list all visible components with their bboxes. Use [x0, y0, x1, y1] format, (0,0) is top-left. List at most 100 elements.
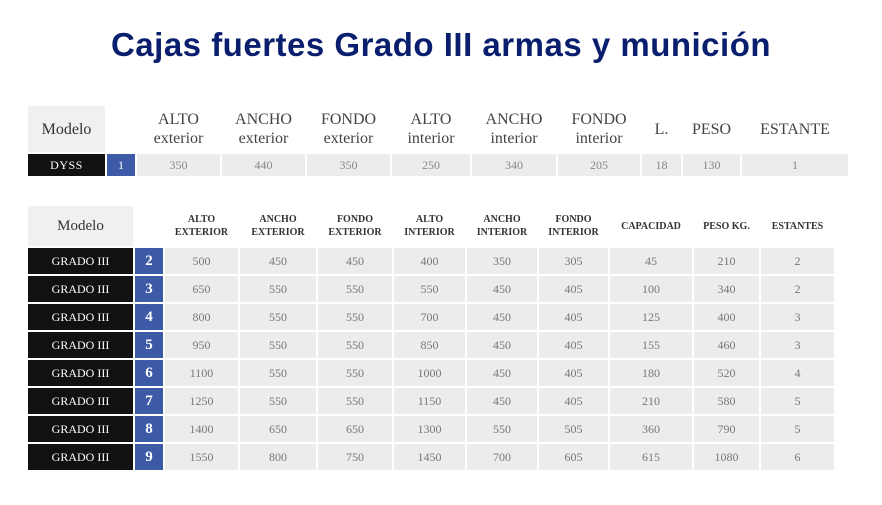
column-header: ANCHO exterior [222, 106, 305, 152]
number-badge: 2 [135, 248, 163, 274]
header-line-2: INTERIOR [404, 227, 455, 238]
column-header: PESO KG. [694, 206, 759, 246]
number-badge: 1 [107, 154, 135, 176]
value-cell: 500 [165, 248, 238, 274]
model-cell: GRADO III [28, 444, 133, 470]
table-row: GRADO III 5 950 550 550 850 450 405 155 460 3 [28, 332, 834, 358]
value-cell: 550 [240, 388, 316, 414]
header-line-1: ALTO [158, 111, 199, 128]
value-cell: 130 [683, 154, 740, 176]
value-cell: 405 [539, 332, 608, 358]
value-cell: 125 [610, 304, 692, 330]
header-line-1: ALTO [410, 111, 452, 128]
value-cell: 850 [394, 332, 465, 358]
number-badge: 3 [135, 276, 163, 302]
model-cell: GRADO III [28, 360, 133, 386]
value-cell: 550 [318, 388, 392, 414]
header-line-1: PESO [691, 120, 732, 138]
value-cell: 405 [539, 388, 608, 414]
number-badge: 7 [135, 388, 163, 414]
table-row: GRADO III 3 650 550 550 550 450 405 100 340 2 [28, 276, 834, 302]
value-cell: 550 [240, 304, 316, 330]
value-cell: 450 [467, 360, 537, 386]
header-line-2: exterior [238, 130, 289, 147]
value-cell: 650 [240, 416, 316, 442]
value-cell: 550 [318, 332, 392, 358]
column-header: ESTANTE [742, 106, 848, 152]
value-cell: 1150 [394, 388, 465, 414]
value-cell: 505 [539, 416, 608, 442]
column-header: FONDO EXTERIOR [318, 206, 392, 246]
column-header: FONDO INTERIOR [539, 206, 608, 246]
header-line-1: Modelo [57, 217, 104, 234]
table-row: GRADO III 2 500 450 450 400 350 305 45 210 2 [28, 248, 834, 274]
column-header: ESTANTES [761, 206, 834, 246]
value-cell: 45 [610, 248, 692, 274]
value-cell: 550 [394, 276, 465, 302]
value-cell: 750 [318, 444, 392, 470]
value-cell: 18 [642, 154, 681, 176]
value-cell: 550 [318, 304, 392, 330]
column-header: ALTO INTERIOR [394, 206, 465, 246]
header-line-2: INTERIOR [476, 227, 528, 238]
model-cell: GRADO III [28, 332, 133, 358]
value-cell: 210 [610, 388, 692, 414]
number-badge: 8 [135, 416, 163, 442]
header-line-1: FONDO [571, 111, 627, 128]
value-cell: 400 [394, 248, 465, 274]
column-header: ALTO EXTERIOR [165, 206, 238, 246]
value-cell: 550 [240, 360, 316, 386]
value-cell: 800 [165, 304, 238, 330]
value-cell: 250 [392, 154, 470, 176]
value-cell: 1550 [165, 444, 238, 470]
value-cell: 605 [539, 444, 608, 470]
value-cell: 1450 [394, 444, 465, 470]
header-line-1: ANCHO [483, 214, 521, 225]
table-row: GRADO III 9 1550 800 750 1450 700 605 615 1080 6 [28, 444, 834, 470]
header-line-1: ANCHO [259, 214, 297, 225]
value-cell: 450 [240, 248, 316, 274]
value-cell: 580 [694, 388, 759, 414]
value-cell: 405 [539, 304, 608, 330]
value-cell: 1000 [394, 360, 465, 386]
value-cell: 405 [539, 360, 608, 386]
value-cell: 1400 [165, 416, 238, 442]
model-cell: GRADO III [28, 248, 133, 274]
header-line-1: FONDO [336, 214, 374, 225]
header-line-1: L. [654, 120, 669, 138]
column-header: ANCHO EXTERIOR [240, 206, 316, 246]
value-cell: 550 [240, 276, 316, 302]
header-line-1: FONDO [555, 214, 592, 225]
value-cell: 2 [761, 276, 834, 302]
header-line-2: exterior [153, 130, 204, 147]
table-row: GRADO III 4 800 550 550 700 450 405 125 400 3 [28, 304, 834, 330]
column-header: FONDO interior [558, 106, 640, 152]
value-cell: 700 [394, 304, 465, 330]
value-cell: 155 [610, 332, 692, 358]
header-line-1: PESO KG. [703, 220, 750, 232]
value-cell: 700 [467, 444, 537, 470]
value-cell: 790 [694, 416, 759, 442]
header-line-2: interior [575, 130, 623, 147]
table-row: GRADO III 6 1100 550 550 1000 450 405 180 520 4 [28, 360, 834, 386]
value-cell: 3 [761, 304, 834, 330]
header-row: Modelo ALTO EXTERIOR ANCHO EXTERIOR FONDO EXTE… [28, 206, 834, 246]
header-line-1: ALTO [187, 214, 216, 225]
value-cell: 400 [694, 304, 759, 330]
header-line-2: EXTERIOR [328, 227, 382, 238]
value-cell: 6 [761, 444, 834, 470]
column-header: ALTO interior [392, 106, 470, 152]
header-line-1: FONDO [320, 111, 377, 128]
column-header: PESO [683, 106, 740, 152]
value-cell: 5 [761, 388, 834, 414]
page-title: Cajas fuertes Grado III armas y munición [110, 26, 772, 63]
value-cell: 615 [610, 444, 692, 470]
value-cell: 350 [467, 248, 537, 274]
header-line-1: ANCHO [235, 111, 292, 128]
value-cell: 1250 [165, 388, 238, 414]
table-row: DYSS 1 350 440 350 250 340 205 18 130 1 [28, 154, 848, 176]
table-row: GRADO III 7 1250 550 550 1150 450 405 210 580 5 [28, 388, 834, 414]
value-cell: 1300 [394, 416, 465, 442]
table-row: GRADO III 8 1400 650 650 1300 550 505 360 790 5 [28, 416, 834, 442]
column-header: CAPACIDAD [610, 206, 692, 246]
